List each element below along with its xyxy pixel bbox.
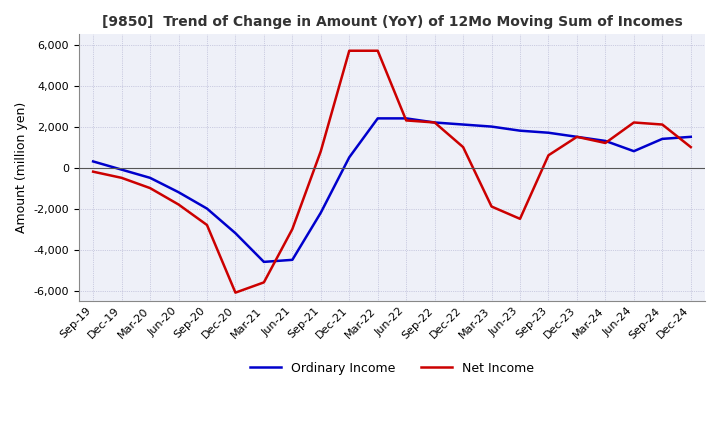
Net Income (345, 48, 354, 53)
Ordinary Income (601, 138, 610, 143)
Net Income (572, 134, 581, 139)
Net Income (658, 122, 667, 127)
Net Income (431, 120, 439, 125)
Ordinary Income (459, 122, 467, 127)
Net Income (202, 222, 211, 227)
Y-axis label: Amount (million yen): Amount (million yen) (15, 102, 28, 233)
Net Income (601, 140, 610, 146)
Net Income (145, 185, 154, 191)
Ordinary Income (231, 231, 240, 236)
Ordinary Income (487, 124, 496, 129)
Net Income (686, 144, 695, 150)
Line: Net Income: Net Income (93, 51, 690, 293)
Ordinary Income (89, 159, 97, 164)
Ordinary Income (516, 128, 524, 133)
Ordinary Income (145, 175, 154, 180)
Net Income (117, 175, 126, 180)
Ordinary Income (658, 136, 667, 142)
Ordinary Income (202, 206, 211, 211)
Net Income (544, 153, 553, 158)
Net Income (260, 280, 269, 285)
Ordinary Income (686, 134, 695, 139)
Net Income (402, 118, 410, 123)
Ordinary Income (374, 116, 382, 121)
Ordinary Income (402, 116, 410, 121)
Legend: Ordinary Income, Net Income: Ordinary Income, Net Income (245, 357, 539, 380)
Ordinary Income (288, 257, 297, 263)
Ordinary Income (260, 259, 269, 264)
Ordinary Income (544, 130, 553, 136)
Net Income (89, 169, 97, 174)
Ordinary Income (629, 149, 638, 154)
Ordinary Income (317, 210, 325, 215)
Net Income (459, 144, 467, 150)
Net Income (317, 149, 325, 154)
Net Income (629, 120, 638, 125)
Ordinary Income (117, 167, 126, 172)
Net Income (231, 290, 240, 295)
Net Income (516, 216, 524, 221)
Title: [9850]  Trend of Change in Amount (YoY) of 12Mo Moving Sum of Incomes: [9850] Trend of Change in Amount (YoY) o… (102, 15, 683, 29)
Ordinary Income (174, 190, 183, 195)
Ordinary Income (345, 155, 354, 160)
Net Income (288, 227, 297, 232)
Net Income (174, 202, 183, 207)
Line: Ordinary Income: Ordinary Income (93, 118, 690, 262)
Net Income (374, 48, 382, 53)
Ordinary Income (431, 120, 439, 125)
Net Income (487, 204, 496, 209)
Ordinary Income (572, 134, 581, 139)
